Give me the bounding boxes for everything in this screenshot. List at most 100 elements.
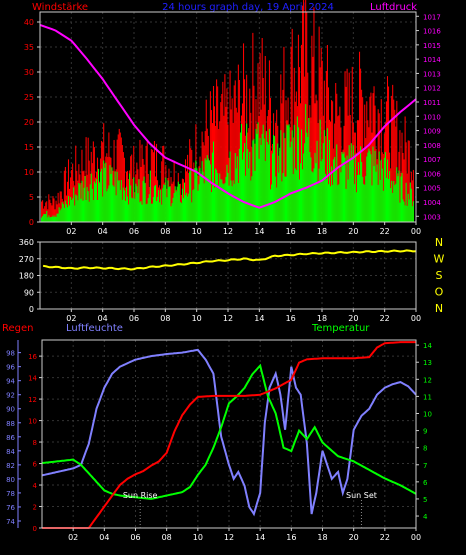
humidity-label: Luftfeuchte <box>66 323 123 334</box>
rain-tick-label: 2 <box>33 504 37 512</box>
temp-tick-label: 8 <box>423 445 427 453</box>
x-tick-label: 14 <box>254 314 264 323</box>
x-tick-label: 00 <box>411 227 421 236</box>
y-tick-label: 180 <box>19 272 34 281</box>
x-tick-label: 02 <box>66 227 76 236</box>
x-tick-label: 14 <box>254 227 264 236</box>
rain-tick-label: 0 <box>33 525 37 533</box>
x-tick-label: 10 <box>192 314 202 323</box>
x-tick-label: 22 <box>380 227 390 236</box>
y-tick-label: 0 <box>29 305 34 314</box>
y2-tick-label: 1008 <box>423 142 441 150</box>
y-tick-label: 5 <box>29 193 34 202</box>
x-tick-label: 08 <box>160 227 170 236</box>
x-tick-label: 06 <box>129 227 139 236</box>
temp-tick-label: 12 <box>423 376 432 384</box>
wind-axis-ticks: 0510152025303540100310041005100610071008… <box>24 13 442 236</box>
rain-tick-label: 16 <box>28 353 37 361</box>
y-tick-label: 15 <box>24 143 34 152</box>
x-tick-label: 08 <box>160 314 170 323</box>
wind-pressure-panel: Windstärke 24 hours graph day, 19 April … <box>24 0 442 236</box>
humidity-tick-label: 84 <box>6 448 15 456</box>
x-tick-label: 22 <box>380 314 390 323</box>
wind-bars <box>41 0 414 222</box>
temp-tick-label: 11 <box>423 393 432 401</box>
y-tick-label: 35 <box>24 43 34 52</box>
y2-tick-label: 1012 <box>423 85 441 93</box>
sun-annotation-label: Sun Set <box>346 491 377 500</box>
x-tick-label: 02 <box>68 533 78 542</box>
x-tick-label: 04 <box>98 227 108 236</box>
x-tick-label: 16 <box>286 227 296 236</box>
temp-tick-label: 10 <box>423 410 432 418</box>
humidity-tick-label: 88 <box>6 420 15 428</box>
y-tick-label: 270 <box>19 255 34 264</box>
temperature-label: Temperatur <box>311 323 370 334</box>
compass-label: S <box>436 269 443 282</box>
x-tick-label: 16 <box>286 533 296 542</box>
compass-label: O <box>435 286 444 299</box>
x-tick-label: 22 <box>380 533 390 542</box>
y2-tick-label: 1004 <box>423 199 441 207</box>
rain-axis-ticks: 0246810121416747678808284868890929496984… <box>6 340 432 542</box>
x-tick-label: 04 <box>99 533 109 542</box>
wind-speed-label: Windstärke <box>32 2 88 13</box>
rain-tick-label: 4 <box>33 482 38 490</box>
x-tick-label: 14 <box>255 533 265 542</box>
y2-tick-label: 1014 <box>423 56 441 64</box>
y2-tick-label: 1015 <box>423 42 441 50</box>
wind-direction-line <box>42 249 417 271</box>
humidity-tick-label: 90 <box>6 406 15 414</box>
x-tick-label: 06 <box>130 533 140 542</box>
y-tick-label: 30 <box>24 68 34 77</box>
x-tick-label: 08 <box>162 533 172 542</box>
pressure-label: Luftdruck <box>370 2 417 13</box>
x-tick-label: 12 <box>223 227 233 236</box>
rain-humidity-temp-panel: Regen Luftfeuchte Temperatur 02468101214… <box>2 323 432 542</box>
rain-tick-label: 12 <box>28 396 37 404</box>
compass-label: N <box>435 236 443 249</box>
humidity-tick-label: 96 <box>6 364 15 372</box>
rain-line <box>42 341 416 529</box>
pressure-line-group <box>39 23 417 209</box>
rain-tick-label: 14 <box>28 375 37 383</box>
y-tick-label: 90 <box>24 288 34 297</box>
x-tick-label: 12 <box>223 314 233 323</box>
temp-tick-label: 14 <box>423 342 432 350</box>
direction-line-group <box>42 249 417 271</box>
temp-tick-label: 6 <box>423 479 428 487</box>
humidity-tick-label: 98 <box>6 350 15 358</box>
y2-tick-label: 1006 <box>423 170 441 178</box>
humidity-tick-label: 94 <box>6 378 15 386</box>
temp-tick-label: 9 <box>423 428 427 436</box>
x-tick-label: 00 <box>411 533 421 542</box>
x-tick-label: 10 <box>193 533 203 542</box>
temp-tick-label: 7 <box>423 462 427 470</box>
temp-tick-label: 5 <box>423 496 427 504</box>
x-tick-label: 06 <box>129 314 139 323</box>
humidity-tick-label: 76 <box>6 504 15 512</box>
x-tick-label: 10 <box>192 227 202 236</box>
y2-tick-label: 1013 <box>423 70 441 78</box>
direction-grid <box>40 241 416 310</box>
compass-label: N <box>435 302 443 315</box>
x-tick-label: 02 <box>66 314 76 323</box>
x-tick-label: 00 <box>411 314 421 323</box>
temp-tick-label: 4 <box>423 513 428 521</box>
y2-tick-label: 1005 <box>423 185 441 193</box>
y2-tick-label: 1010 <box>423 113 441 121</box>
x-tick-label: 20 <box>349 533 359 542</box>
y2-tick-label: 1009 <box>423 128 441 136</box>
y2-tick-label: 1007 <box>423 156 441 164</box>
humidity-tick-label: 82 <box>6 462 15 470</box>
y-tick-label: 0 <box>29 218 34 227</box>
y-tick-label: 10 <box>24 168 34 177</box>
temperature-line <box>41 363 417 500</box>
y2-tick-label: 1003 <box>423 213 441 221</box>
y2-tick-label: 1017 <box>423 13 441 21</box>
chart-title: 24 hours graph day, 19 April 2024 <box>162 2 334 13</box>
humidity-line <box>41 348 417 517</box>
